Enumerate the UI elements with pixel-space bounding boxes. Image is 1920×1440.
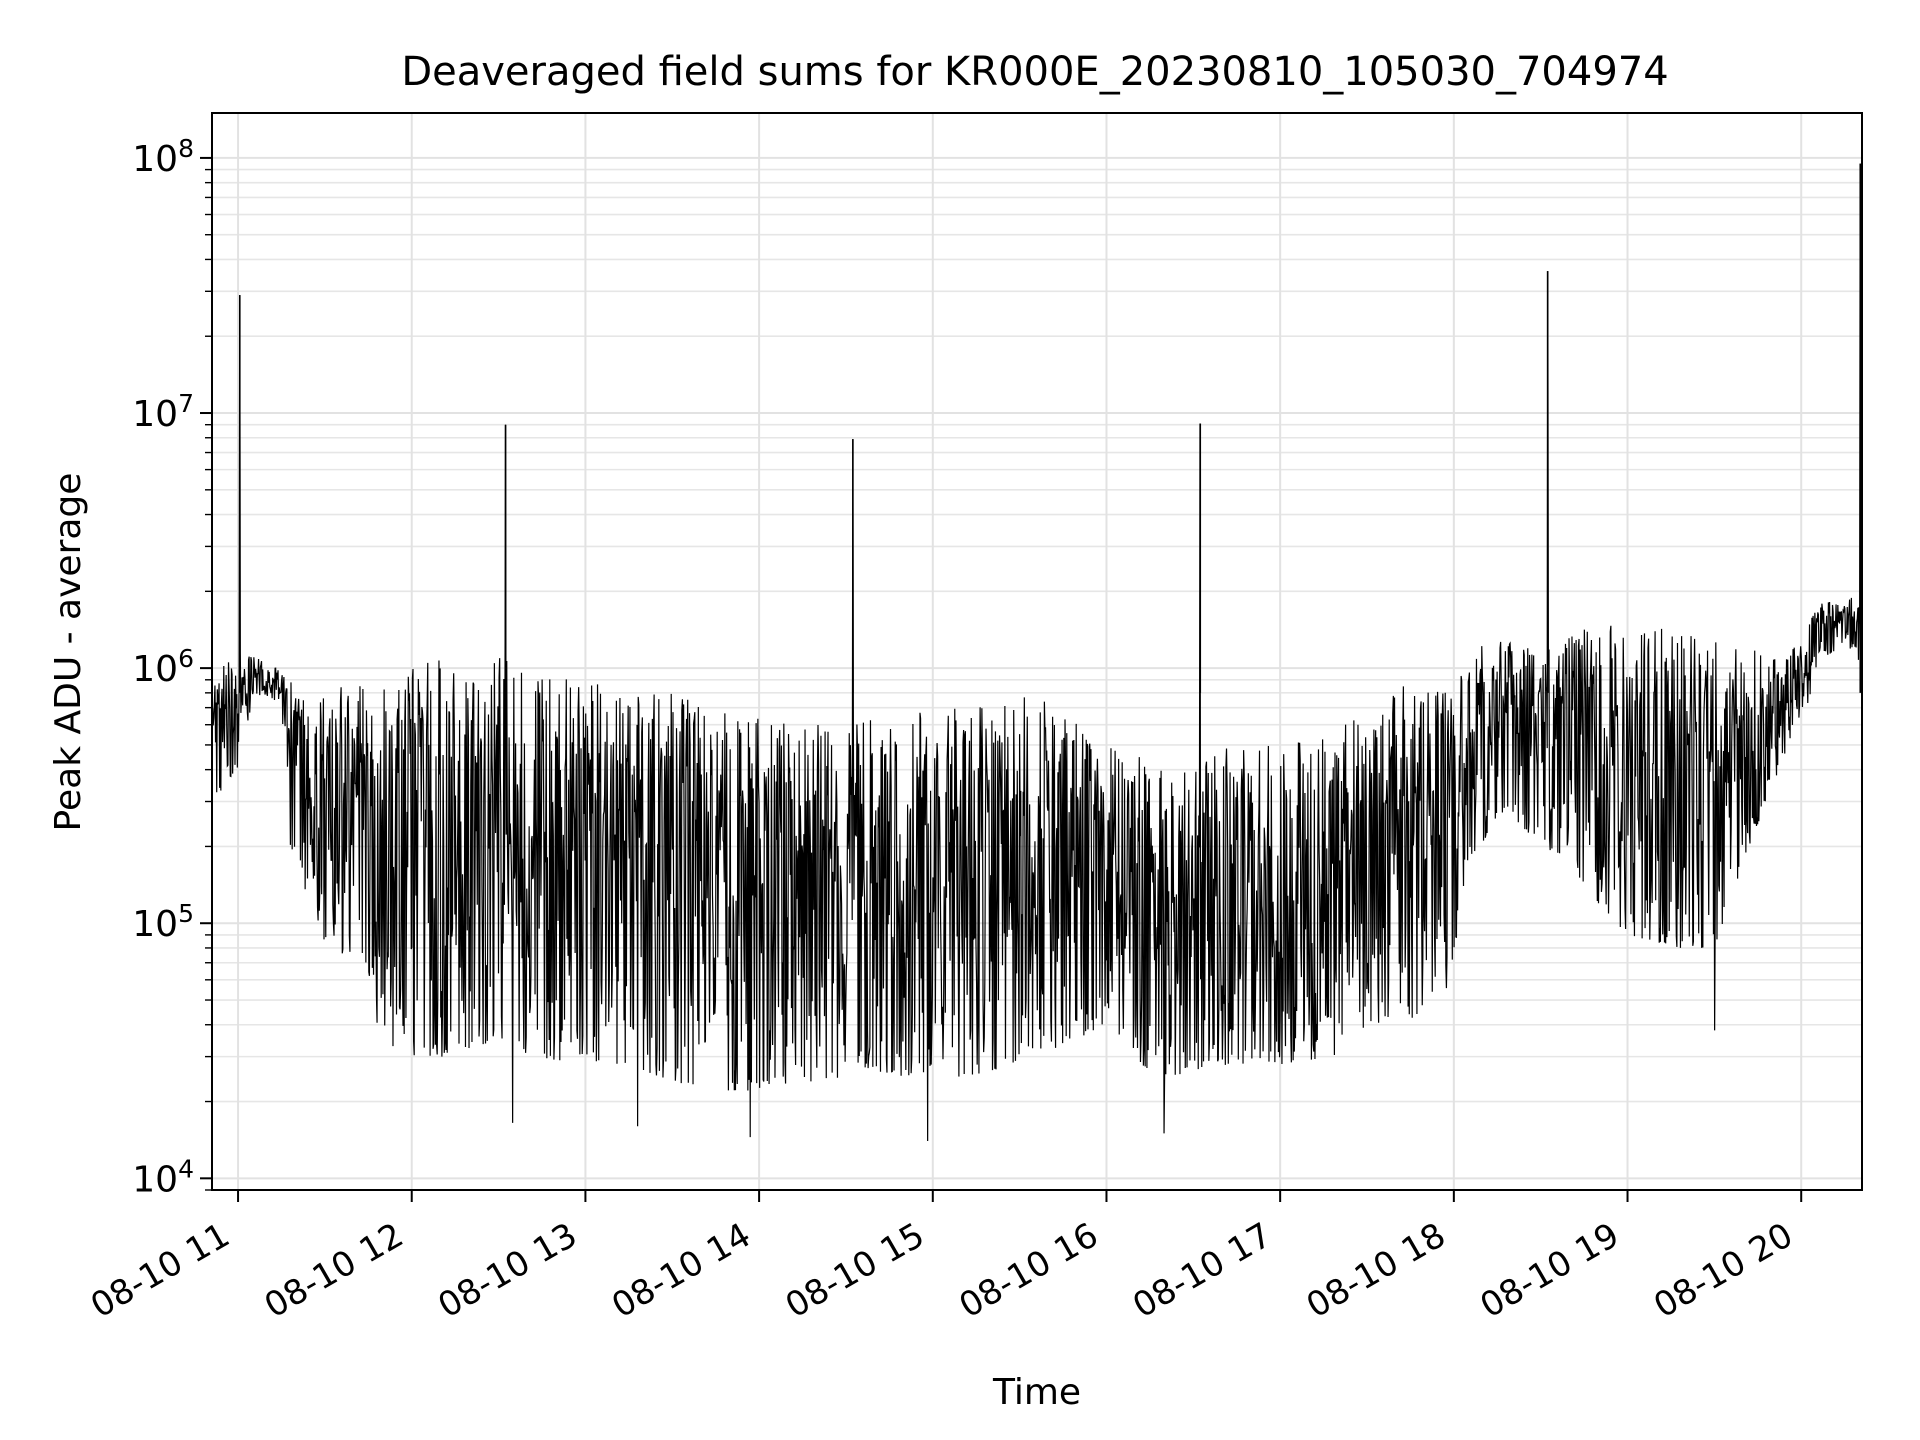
x-tick-label: 08-10 15 [779,1215,931,1326]
x-tick-label: 08-10 19 [1474,1215,1626,1326]
x-tick-label: 08-10 18 [1300,1215,1452,1326]
x-tick-label: 08-10 11 [84,1215,236,1326]
series-group [211,163,1863,1142]
y-tick-label-exponent: 7 [178,389,194,418]
y-tick-label: 108 [132,134,194,180]
y-tick-label: 106 [132,644,194,690]
y-tick-label-exponent: 6 [178,644,194,673]
y-tick-label: 104 [132,1154,194,1200]
chart-title: Deaveraged field sums for KR000E_2023081… [401,49,1668,95]
y-tick-label-base: 10 [132,139,178,180]
y-tick-label-exponent: 8 [178,134,194,163]
y-tick-label-base: 10 [132,904,178,945]
x-tick-label: 08-10 13 [432,1215,584,1326]
series-line [211,163,1863,1142]
x-axis: 08-10 11 08-10 12 08-10 13 08-10 14 08-10 15… [84,1190,1803,1326]
y-tick-label-base: 10 [132,649,178,690]
x-tick-label: 08-10 17 [1126,1215,1278,1326]
y-tick-label: 105 [132,899,194,945]
x-tick-label: 08-10 20 [1647,1215,1799,1326]
x-tick-label: 08-10 14 [605,1215,757,1326]
x-tick-label: 08-10 12 [258,1215,410,1326]
x-tick-label: 08-10 16 [953,1215,1105,1326]
y-axis-label: Peak ADU - average [48,473,89,832]
x-axis-label: Time [992,1372,1081,1413]
y-tick-label-exponent: 4 [178,1154,194,1183]
y-tick-label: 107 [132,389,194,435]
y-tick-label-exponent: 5 [178,899,194,928]
y-tick-label-base: 10 [132,394,178,435]
plot-frame [211,112,1863,1191]
y-tick-label-base: 10 [132,1159,178,1200]
